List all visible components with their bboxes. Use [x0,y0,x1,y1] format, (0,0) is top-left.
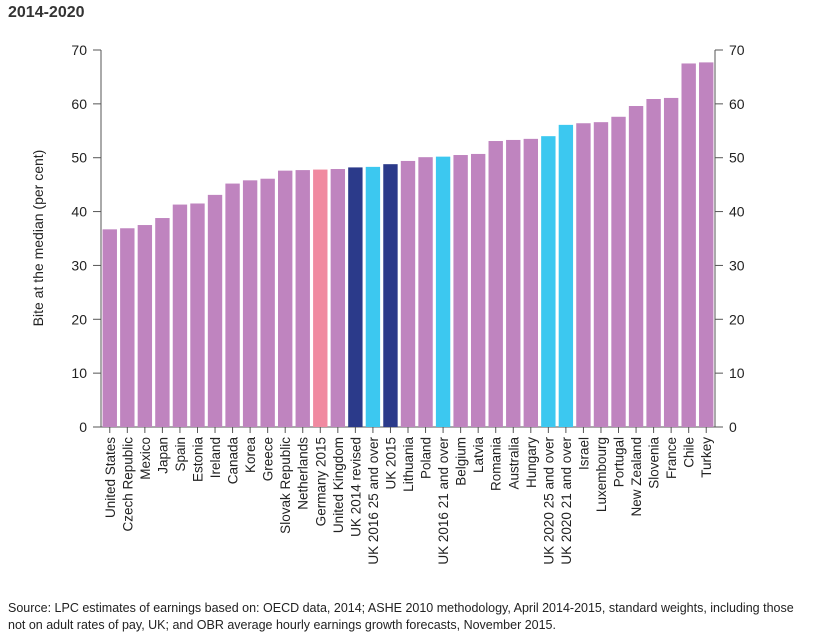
x-tick-label: Korea [243,437,258,474]
bar-korea [242,180,258,427]
bar-uk-2014-revised [348,167,363,427]
x-tick-label: Hungary [524,437,539,488]
bar-netherlands [295,170,310,427]
x-tick-label: United States [103,437,118,518]
bar-canada [225,183,240,427]
y-tick-label-right: 40 [729,204,745,220]
bar-uk-2015 [383,164,398,428]
x-tick-label: Canada [226,437,241,485]
bar-france [663,97,679,427]
bar-estonia [190,203,205,427]
bar-uk-2016-25-and-over [365,166,381,427]
bar-luxembourg [593,122,609,427]
x-tick-label: UK 2016 21 and over [436,436,451,564]
bar-slovenia [646,99,661,427]
x-tick-label: Portugal [612,437,627,487]
bar-mexico [137,225,153,427]
bar-uk-2016-21-and-over [435,156,451,427]
x-tick-label: Japan [155,437,170,474]
x-tick-label: Czech Republic [120,437,135,532]
bar-israel [576,123,591,427]
x-tick-label: Slovenia [647,437,662,489]
bar-greece [260,178,275,427]
bar-uk-2020-21-and-over [558,124,574,428]
bar-latvia [470,153,486,428]
bar-lithuania [400,160,416,427]
y-tick-label-left: 0 [79,419,87,435]
y-tick-label-right: 60 [729,96,745,112]
x-tick-label: France [664,437,679,479]
x-tick-label: Belgium [454,437,469,486]
x-tick-label: Latvia [471,437,486,474]
x-tick-label: Germany 2015 [313,437,328,526]
x-tick-label: Slovak Republic [278,437,293,534]
x-tick-label: UK 2016 25 and over [366,436,381,564]
y-tick-label-left: 60 [71,96,87,112]
x-tick-label: Greece [261,437,276,481]
bar-turkey [699,62,714,427]
x-tick-label: Israel [576,437,591,470]
x-tick-label: UK 2020 21 and over [559,436,574,564]
x-tick-label: Spain [173,437,188,472]
y-tick-label-left: 50 [71,150,87,166]
bar-new-zealand [628,106,644,428]
x-tick-label: Romania [489,437,504,492]
x-tick-label: New Zealand [629,437,644,517]
x-tick-label: Australia [506,437,521,490]
y-tick-label-left: 30 [71,257,87,273]
y-tick-label-right: 70 [729,42,745,58]
x-tick-label: Ireland [208,437,223,478]
y-tick-label-left: 10 [71,365,87,381]
bar-spain [172,204,188,427]
x-tick-label: UK 2014 revised [348,437,363,537]
bar-united-states [102,229,117,427]
y-tick-label-left: 40 [71,204,87,220]
x-tick-label: Chile [682,437,697,468]
x-tick-label: Luxembourg [594,437,609,512]
bar-portugal [611,116,626,427]
y-axis-label: Bite at the median (per cent) [30,150,46,327]
bar-slovak-republic [278,170,293,427]
x-tick-label: Estonia [190,437,205,483]
x-tick-label: UK 2015 [383,437,398,490]
chart-title: 2014-2020 [8,4,85,21]
x-tick-label: Lithuania [401,437,416,492]
bar-chart: 0 0 10 10 20 20 30 30 40 40 50 50 60 60 70 70 United St… [30,42,745,565]
source-note: Source: LPC estimates of earnings based … [8,601,794,632]
y-tick-label-right: 50 [729,150,745,166]
x-tick-labels: United States Czech Republic Mexico Japan Sp… [103,436,714,564]
bar-chile [681,63,696,427]
bar-romania [488,141,503,428]
y-tick-label-right: 0 [729,419,737,435]
bar-poland [418,157,433,427]
y-tick-label-right: 10 [729,365,745,381]
x-tick-label: Poland [419,437,434,479]
bar-uk-2020-25-and-over [541,136,556,427]
bar-australia [506,139,521,428]
x-tick-label: Turkey [699,437,714,478]
bar-hungary [523,138,538,427]
y-tick-label-right: 30 [729,257,745,273]
bars [102,62,714,428]
bar-germany-2015 [313,169,328,427]
x-tick-label: Netherlands [296,437,311,510]
y-tick-label-right: 20 [729,311,745,327]
y-tick-label-left: 70 [71,42,87,58]
y-tick-label-left: 20 [71,311,87,327]
x-tick-label: Mexico [138,437,153,480]
bar-belgium [453,155,468,427]
x-tick-label: UK 2020 25 and over [541,436,556,564]
bar-czech-republic [120,228,135,427]
x-tick-label: United Kingdom [331,437,346,533]
bar-ireland [207,194,223,427]
bar-japan [155,218,170,427]
bar-united-kingdom [330,169,346,427]
